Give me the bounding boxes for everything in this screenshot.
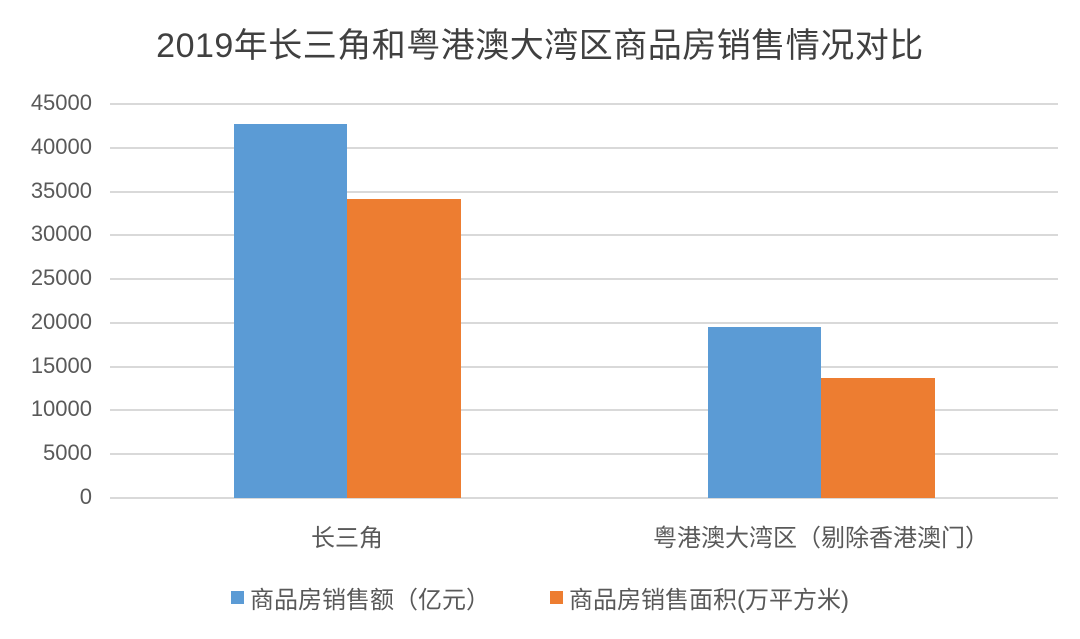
bar[interactable] [821, 378, 935, 498]
chart-title: 2019年长三角和粤港澳大湾区商品房销售情况对比 [156, 27, 924, 65]
bar[interactable] [233, 124, 347, 498]
gridline [110, 278, 1058, 281]
legend-item-sales-area[interactable]: 商品房销售面积(万平方米) [550, 580, 849, 615]
gridline [110, 103, 1058, 105]
y-tick-label: 10000 [30, 396, 92, 422]
y-tick-label: 25000 [30, 265, 92, 291]
gridline [110, 497, 1058, 499]
plot-area [110, 103, 1058, 499]
legend-item-sales-amount[interactable]: 商品房销售额（亿元） [231, 580, 490, 615]
bar[interactable] [347, 199, 461, 498]
y-tick-label: 0 [79, 484, 92, 509]
legend-swatch-orange [550, 591, 563, 604]
y-tick-label: 15000 [30, 352, 92, 378]
gridline [110, 146, 1058, 149]
gridline [110, 453, 1058, 456]
y-tick-label: 30000 [30, 221, 92, 247]
x-category-label: 长三角 [311, 525, 383, 552]
legend: 商品房销售额（亿元） 商品房销售面积(万平方米) [0, 580, 1080, 615]
y-tick-label: 20000 [30, 308, 92, 334]
gridline [110, 409, 1058, 412]
x-category-label: 粤港澳大湾区（剔除香港澳门） [653, 525, 989, 552]
y-tick-label: 40000 [30, 133, 92, 159]
gridline [110, 321, 1058, 324]
gridline [110, 365, 1058, 368]
bar[interactable] [707, 326, 821, 498]
legend-label: 商品房销售面积(万平方米) [569, 587, 849, 614]
y-tick-label: 45000 [30, 90, 92, 115]
gridline [110, 234, 1058, 237]
y-tick-label: 35000 [30, 177, 92, 203]
y-tick-label: 5000 [43, 440, 92, 466]
gridline [110, 190, 1058, 193]
legend-swatch-blue [231, 591, 244, 604]
legend-label: 商品房销售额（亿元） [250, 587, 490, 614]
